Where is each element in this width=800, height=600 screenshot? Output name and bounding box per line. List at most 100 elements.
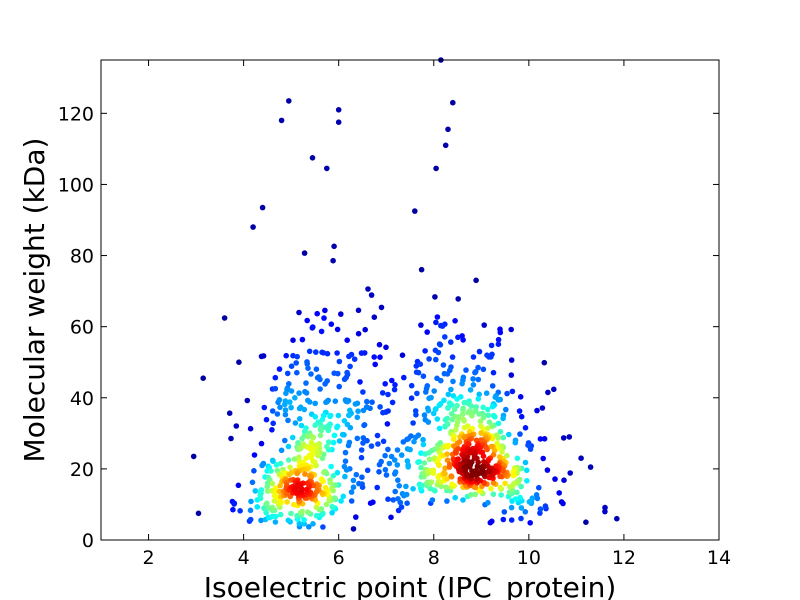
data-points bbox=[190, 57, 620, 532]
data-point bbox=[500, 467, 506, 474]
data-point bbox=[301, 406, 308, 413]
data-point bbox=[325, 439, 332, 445]
data-point bbox=[270, 420, 277, 427]
data-point bbox=[359, 474, 365, 481]
data-point bbox=[354, 435, 361, 442]
data-point bbox=[343, 467, 350, 473]
data-point bbox=[328, 321, 335, 328]
x-tick-label: 6 bbox=[333, 547, 345, 569]
data-point bbox=[405, 464, 412, 470]
data-point bbox=[472, 491, 479, 498]
data-point bbox=[399, 352, 406, 359]
data-point bbox=[522, 425, 529, 431]
data-point bbox=[318, 427, 325, 434]
data-point bbox=[452, 494, 459, 501]
data-point bbox=[314, 375, 321, 381]
data-point bbox=[324, 165, 330, 172]
data-point bbox=[544, 467, 551, 473]
data-point bbox=[318, 328, 325, 335]
data-point bbox=[336, 438, 343, 444]
data-point bbox=[478, 430, 485, 437]
y-tick-label: 80 bbox=[70, 246, 94, 268]
y-tick-label: 0 bbox=[82, 530, 94, 552]
data-point bbox=[476, 348, 483, 355]
x-tick-label: 12 bbox=[612, 547, 636, 569]
data-point bbox=[344, 398, 351, 405]
data-point bbox=[602, 504, 608, 511]
data-point bbox=[369, 399, 375, 406]
data-point bbox=[444, 444, 451, 450]
data-point bbox=[490, 491, 497, 498]
data-point bbox=[418, 450, 424, 456]
data-point bbox=[453, 450, 459, 456]
data-point bbox=[396, 483, 403, 489]
data-point bbox=[313, 512, 320, 519]
data-point bbox=[303, 486, 310, 493]
data-point bbox=[498, 492, 505, 498]
data-point bbox=[374, 432, 381, 439]
data-point bbox=[450, 378, 456, 385]
data-point bbox=[382, 452, 388, 459]
data-point bbox=[287, 464, 293, 471]
data-point bbox=[277, 482, 284, 489]
data-point bbox=[495, 420, 502, 427]
data-point bbox=[296, 416, 303, 422]
data-point bbox=[475, 376, 482, 383]
data-point bbox=[260, 353, 267, 359]
data-point bbox=[508, 517, 515, 523]
data-point bbox=[455, 456, 462, 463]
data-point bbox=[268, 468, 274, 474]
data-point bbox=[448, 402, 455, 408]
data-point bbox=[322, 307, 328, 314]
data-point bbox=[386, 460, 393, 467]
data-point bbox=[320, 510, 326, 516]
data-point bbox=[200, 375, 206, 382]
data-point bbox=[244, 397, 251, 404]
data-point bbox=[385, 446, 391, 453]
data-point bbox=[510, 481, 517, 488]
data-point bbox=[258, 490, 264, 497]
data-point bbox=[500, 415, 506, 422]
data-point bbox=[552, 476, 558, 482]
data-point bbox=[454, 422, 460, 429]
data-point bbox=[407, 446, 413, 453]
data-point bbox=[506, 431, 512, 438]
data-point bbox=[445, 126, 451, 133]
data-point bbox=[358, 447, 365, 453]
data-point bbox=[500, 434, 507, 441]
data-point bbox=[536, 484, 542, 491]
data-point bbox=[436, 425, 443, 432]
data-point bbox=[391, 457, 398, 463]
data-point bbox=[454, 396, 460, 402]
data-point bbox=[285, 457, 292, 463]
y-axis-label: Molecular weight (kDa) bbox=[18, 138, 51, 463]
data-point bbox=[250, 224, 256, 230]
data-point bbox=[421, 412, 428, 418]
data-point bbox=[561, 477, 567, 484]
data-point bbox=[489, 518, 495, 525]
data-point bbox=[324, 443, 330, 450]
data-point bbox=[368, 292, 375, 298]
data-point bbox=[348, 489, 355, 495]
data-point bbox=[351, 356, 358, 363]
data-point bbox=[494, 440, 501, 447]
data-point bbox=[299, 435, 305, 442]
data-point bbox=[512, 496, 519, 502]
data-point bbox=[290, 352, 296, 359]
data-point bbox=[264, 483, 271, 490]
data-point bbox=[321, 315, 327, 321]
data-point bbox=[301, 428, 308, 435]
data-point bbox=[460, 497, 466, 503]
data-point bbox=[310, 521, 316, 527]
data-point bbox=[442, 142, 449, 149]
data-point bbox=[428, 479, 435, 485]
data-point bbox=[334, 326, 341, 333]
data-point bbox=[261, 404, 268, 411]
data-point bbox=[433, 165, 439, 172]
data-point bbox=[375, 441, 381, 447]
data-point bbox=[450, 393, 457, 399]
data-point bbox=[522, 509, 529, 515]
data-point bbox=[379, 390, 386, 396]
data-point bbox=[467, 449, 474, 456]
data-point bbox=[445, 405, 451, 411]
